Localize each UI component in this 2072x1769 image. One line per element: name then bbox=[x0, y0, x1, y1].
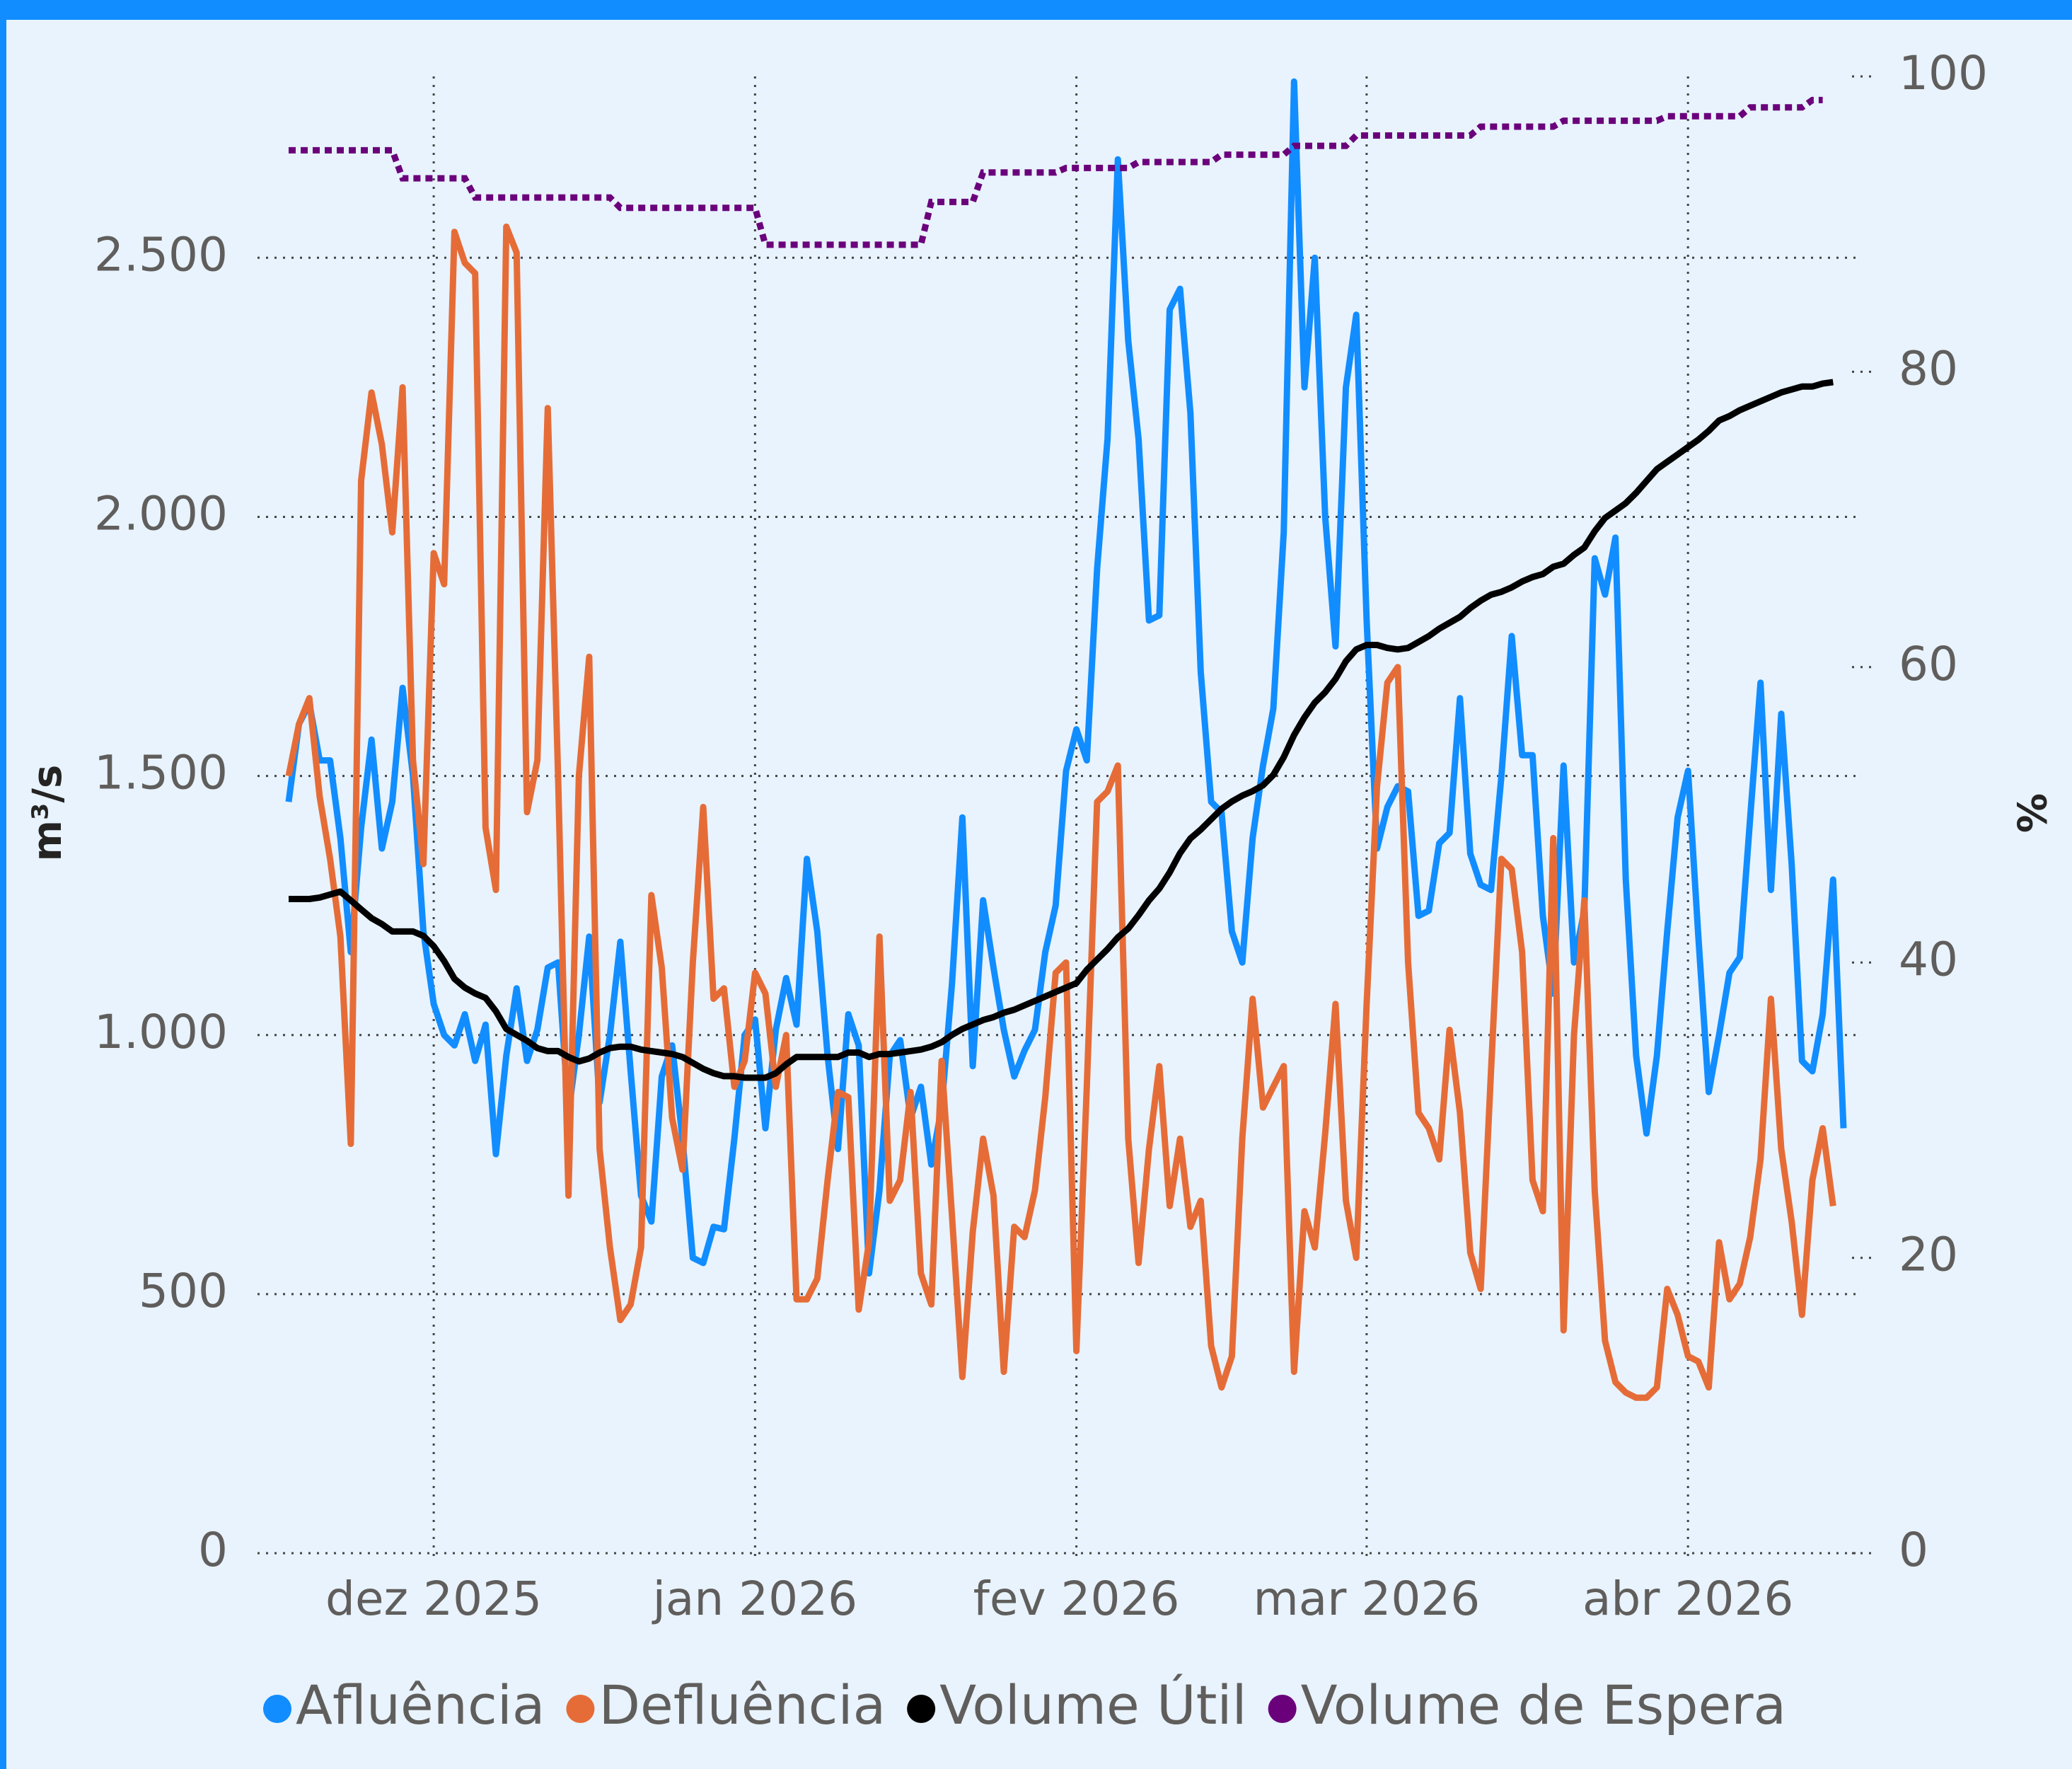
legend-label: Afluência bbox=[296, 1673, 545, 1736]
y2-tick-label: 60 bbox=[1899, 637, 1958, 691]
x-tick-label: fev 2026 bbox=[973, 1572, 1180, 1626]
series-line bbox=[289, 379, 1834, 1081]
y2-tick-label: 0 bbox=[1899, 1523, 1928, 1577]
y-tick-label: 2.500 bbox=[94, 227, 228, 282]
legend-marker bbox=[566, 1695, 595, 1723]
y-tick-label: 500 bbox=[139, 1264, 228, 1318]
top-bar bbox=[0, 0, 2072, 20]
legend-marker bbox=[907, 1695, 936, 1723]
x-tick-label: abr 2026 bbox=[1582, 1572, 1793, 1626]
x-tick-label: dez 2025 bbox=[325, 1572, 542, 1626]
y2-tick-label: 20 bbox=[1899, 1228, 1958, 1282]
left-border bbox=[0, 0, 6, 1769]
y-tick-label: 1.500 bbox=[94, 746, 228, 800]
legend-marker bbox=[263, 1695, 291, 1723]
series-line bbox=[289, 96, 1823, 248]
legend-marker bbox=[1268, 1695, 1297, 1723]
legend-label: Defluência bbox=[598, 1673, 886, 1736]
x-tick-label: jan 2026 bbox=[652, 1572, 858, 1626]
legend-label: Volume Útil bbox=[939, 1673, 1246, 1736]
y2-axis-title: % bbox=[2008, 793, 2054, 833]
y-tick-label: 1.000 bbox=[94, 1005, 228, 1059]
y-tick-label: 0 bbox=[198, 1523, 228, 1577]
y-tick-label: 2.000 bbox=[94, 487, 228, 541]
x-tick-label: mar 2026 bbox=[1253, 1572, 1480, 1626]
legend-label: Volume de Espera bbox=[1301, 1673, 1786, 1736]
y2-tick-label: 100 bbox=[1899, 46, 1988, 100]
y2-tick-label: 80 bbox=[1899, 341, 1958, 396]
series-line bbox=[285, 223, 1836, 1401]
y2-tick-label: 40 bbox=[1899, 932, 1958, 986]
y-axis-title: m³/s bbox=[25, 765, 71, 862]
